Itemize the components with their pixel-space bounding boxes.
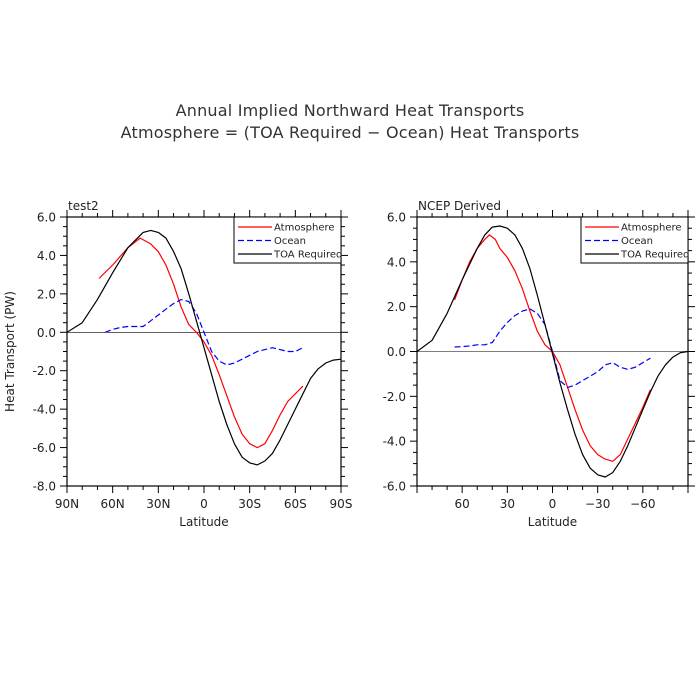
y-tick-label: 2.0: [387, 300, 406, 314]
x-tick-label: 90S: [330, 497, 353, 511]
y-tick-label: -2.0: [33, 364, 56, 378]
series-group: [67, 229, 341, 466]
legend-label-toa-required: TOA Required: [620, 250, 689, 261]
series-group: [417, 225, 688, 478]
y-tick-label: 0.0: [37, 326, 56, 340]
x-tick-label: −60: [630, 497, 655, 511]
y-tick-label: -2.0: [383, 390, 406, 404]
y-tick-label: 0.0: [387, 345, 406, 359]
panel-title: NCEP Derived: [418, 199, 501, 213]
panel-ncep-derived: 6.0 4.0 2.0 0.0 -2.0 -4.0 -6.0 60 30 0 −30 −60 NCEP …: [383, 199, 695, 529]
legend-label-ocean: Ocean: [274, 236, 306, 247]
panel-test2: 6.0 4.0 2.0 0.0 -2.0 -4.0 -6.0 -8.0 90N 60N 30N 0 30…: [3, 199, 352, 529]
y-tick-label: -6.0: [33, 441, 56, 455]
x-axis-label: Latitude: [179, 515, 228, 529]
y-tick-label: 2.0: [37, 287, 56, 301]
x-tick-label: 30: [500, 497, 515, 511]
main-title-line-2: Atmosphere = (TOA Required − Ocean) Heat…: [120, 123, 580, 142]
series-line-atmosphere: [454, 234, 651, 462]
legend-label-ocean: Ocean: [621, 236, 653, 247]
y-tick-label: 4.0: [387, 255, 406, 269]
x-tick-label: 0: [549, 497, 557, 511]
series-line-toa-required: [67, 229, 341, 466]
series-line-ocean: [104, 299, 304, 366]
x-tick-label: 60N: [101, 497, 125, 511]
series-line-ocean: [454, 308, 651, 388]
series-line-atmosphere: [98, 237, 304, 449]
series-line-toa-required: [417, 225, 688, 478]
legend: Atmosphere Ocean TOA Required: [233, 216, 342, 264]
y-tick-label: 6.0: [387, 211, 406, 225]
x-axis-label: Latitude: [528, 515, 577, 529]
legend-label-toa-required: TOA Required: [273, 250, 342, 261]
x-tick-label: 60S: [284, 497, 307, 511]
legend: Atmosphere Ocean TOA Required: [580, 216, 689, 264]
main-title-line-1: Annual Implied Northward Heat Transports: [175, 101, 525, 120]
y-tick-label: -8.0: [33, 480, 56, 494]
x-tick-label: 0: [200, 497, 208, 511]
y-axis-label: Heat Transport (PW): [3, 291, 17, 412]
x-tick-label: 30S: [238, 497, 261, 511]
x-tick-label: 30N: [146, 497, 170, 511]
y-tick-label: -4.0: [33, 403, 56, 417]
legend-label-atmosphere: Atmosphere: [274, 223, 335, 234]
panel-title: test2: [68, 199, 99, 213]
y-tick-label: 4.0: [37, 249, 56, 263]
y-tick-label: -6.0: [383, 480, 406, 494]
x-tick-label: 60: [455, 497, 470, 511]
y-tick-label: -4.0: [383, 435, 406, 449]
x-tick-label: −30: [585, 497, 610, 511]
x-tick-label: 90N: [55, 497, 79, 511]
y-tick-label: 6.0: [37, 211, 56, 225]
legend-label-atmosphere: Atmosphere: [621, 223, 682, 234]
legend-box: [580, 216, 689, 264]
